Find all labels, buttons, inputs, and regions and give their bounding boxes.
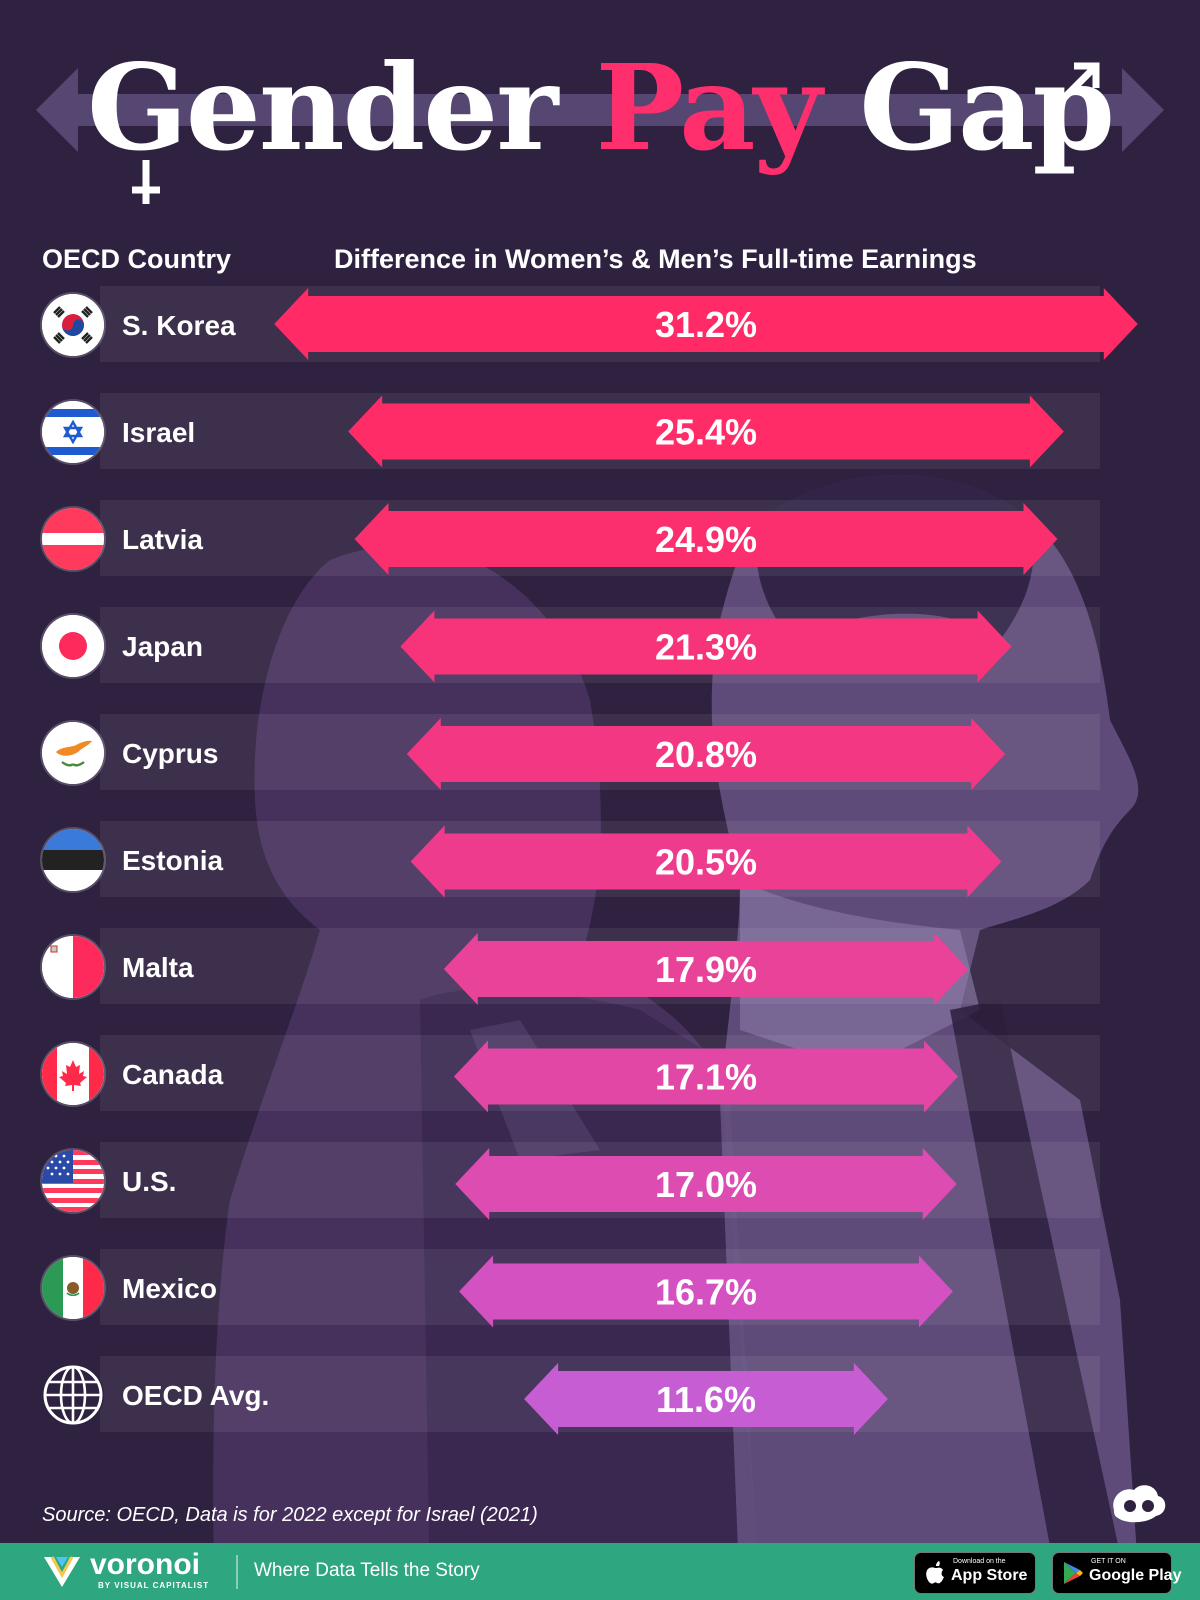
country-label: Cyprus (122, 738, 219, 769)
country-label: Latvia (122, 524, 203, 555)
bar-0 (274, 288, 1138, 360)
value-label-10: 11.6% (656, 1379, 756, 1420)
footer-bar: voronoi BY VISUAL CAPITALIST Where Data … (0, 1543, 1200, 1600)
value-label-7: 17.1% (655, 1057, 757, 1098)
value-label-1: 25.4% (655, 412, 757, 453)
country-label: Malta (122, 952, 194, 983)
bar-2 (354, 503, 1058, 575)
country-label: OECD Avg. (122, 1380, 270, 1411)
value-label-4: 20.8% (655, 734, 757, 775)
bar-10 (524, 1363, 888, 1435)
female-symbol-icon (132, 160, 160, 204)
south-korea-flag-icon (42, 294, 104, 356)
voronoi-brand[interactable]: voronoi (90, 1548, 200, 1581)
bar-4 (406, 718, 1006, 790)
country-label: Estonia (122, 845, 224, 876)
value-label-2: 24.9% (655, 519, 757, 560)
cyprus-flag-icon (42, 722, 104, 784)
estonia-flag-icon (42, 829, 104, 891)
app-store-label: App Store (951, 1567, 1028, 1584)
bar-5 (410, 825, 1002, 898)
country-label: Japan (122, 631, 203, 662)
column-header-difference: Difference in Women’s & Men’s Full-time … (334, 244, 977, 274)
us-flag-icon (42, 1150, 104, 1212)
footer-divider (236, 1555, 238, 1589)
japan-flag-icon (42, 615, 104, 677)
bar-1 (348, 395, 1064, 468)
country-label: Mexico (122, 1273, 217, 1304)
bar-6 (443, 933, 969, 1005)
bar-9 (459, 1255, 953, 1328)
voronoi-brand-sub: BY VISUAL CAPITALIST (98, 1581, 210, 1590)
google-play-label: Google Play (1089, 1567, 1182, 1584)
google-play-icon (1064, 1562, 1083, 1584)
value-label-5: 20.5% (655, 842, 757, 883)
value-label-9: 16.7% (655, 1272, 757, 1313)
title-double-arrow (36, 68, 1164, 152)
value-label-8: 17.0% (655, 1164, 757, 1205)
title-word-pay: Pay (595, 38, 823, 177)
google-play-button[interactable]: GET IT ON Google Play (1052, 1552, 1181, 1594)
mexico-flag-icon (42, 1257, 104, 1319)
country-label: Canada (122, 1059, 224, 1090)
footer-tagline: Where Data Tells the Story (254, 1560, 480, 1581)
israel-flag-icon (42, 401, 104, 463)
globe-icon (42, 1364, 104, 1426)
value-label-3: 21.3% (655, 627, 757, 668)
source-note: Source: OECD, Data is for 2022 except fo… (42, 1504, 538, 1526)
value-label-0: 31.2% (655, 304, 757, 345)
title-word-gender: Gender (87, 38, 558, 177)
chart-title: Gender Pay Gap (0, 38, 1200, 178)
country-label: U.S. (122, 1166, 177, 1197)
malta-flag-icon (42, 936, 104, 998)
bar-3 (400, 610, 1012, 683)
latvia-flag-icon (42, 508, 104, 570)
bar-8 (455, 1148, 957, 1220)
visual-capitalist-logo-icon (1113, 1485, 1166, 1523)
app-store-button[interactable]: Download on the App Store (914, 1552, 1036, 1594)
title-word-gap: Gap (859, 38, 1115, 177)
country-label: S. Korea (122, 310, 236, 341)
voronoi-logo-icon (44, 1556, 80, 1587)
app-store-small-label: Download on the (953, 1558, 1006, 1565)
google-play-small-label: GET IT ON (1091, 1558, 1126, 1565)
value-label-6: 17.9% (655, 949, 757, 990)
bar-7 (453, 1040, 959, 1113)
country-label: Israel (122, 417, 196, 448)
column-header-country: OECD Country (42, 244, 231, 274)
male-symbol-icon (1053, 62, 1100, 109)
apple-icon (926, 1561, 944, 1584)
